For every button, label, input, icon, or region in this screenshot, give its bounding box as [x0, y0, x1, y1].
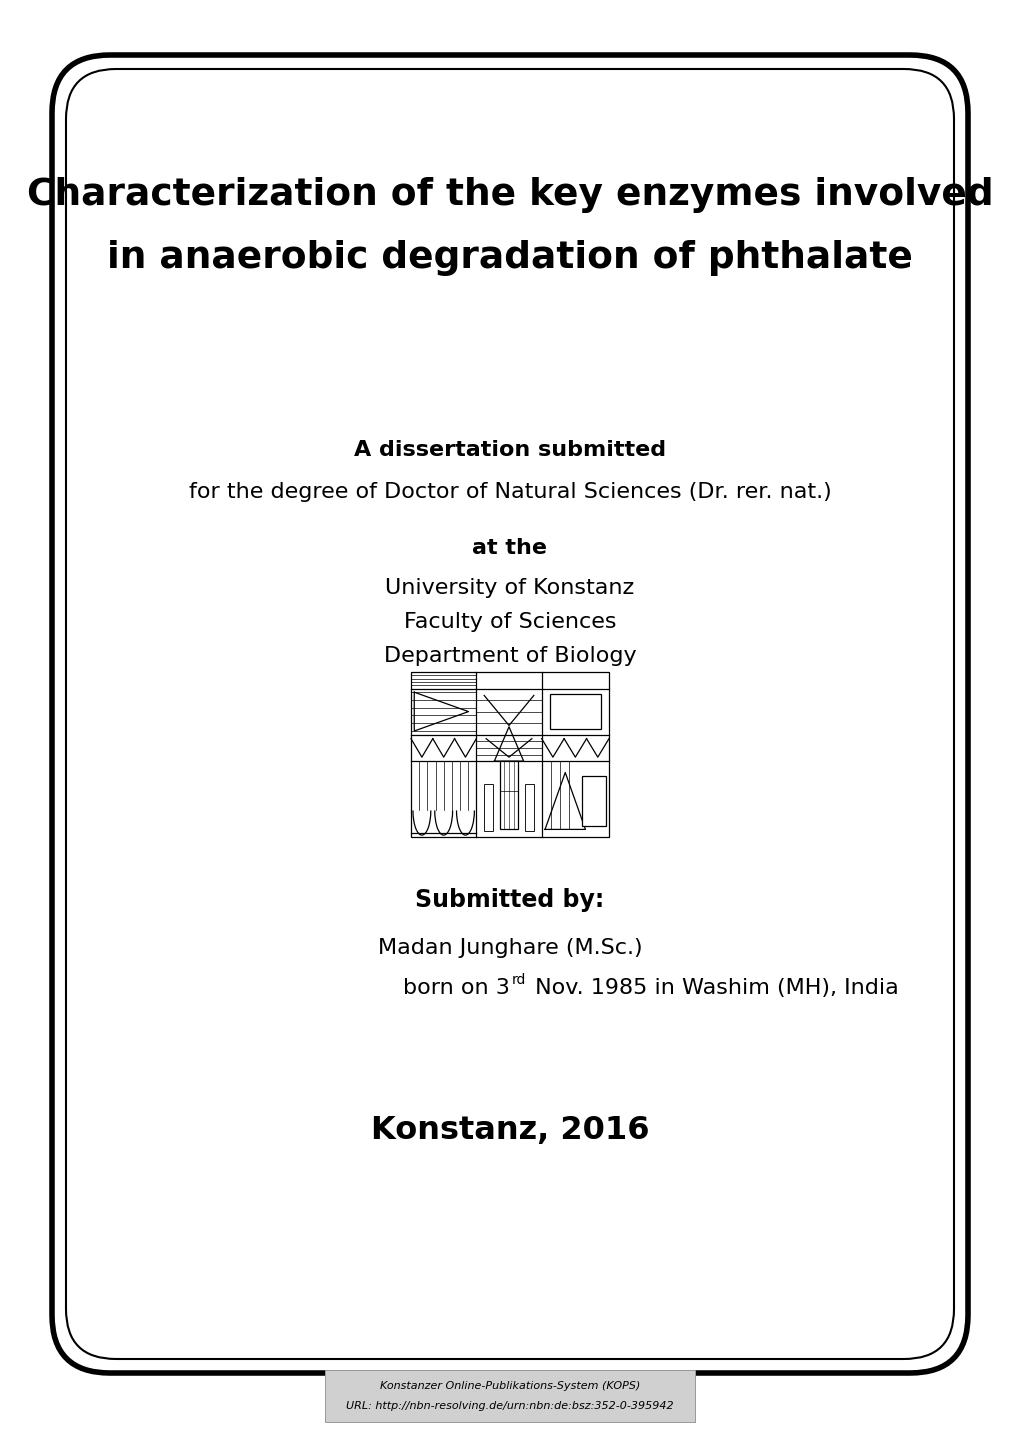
- Text: URL: http://nbn-resolving.de/urn:nbn:de:bsz:352-0-395942: URL: http://nbn-resolving.de/urn:nbn:de:…: [345, 1402, 674, 1412]
- Text: in anaerobic degradation of phthalate: in anaerobic degradation of phthalate: [107, 239, 912, 275]
- Bar: [411, 672, 608, 836]
- Bar: [483, 784, 492, 831]
- Text: A dissertation submitted: A dissertation submitted: [354, 440, 665, 460]
- Text: Nov. 1985 in Washim (MH), India: Nov. 1985 in Washim (MH), India: [528, 978, 898, 998]
- Text: Submitted by:: Submitted by:: [415, 888, 604, 911]
- Bar: [525, 784, 534, 831]
- Text: Department of Biology: Department of Biology: [383, 646, 636, 666]
- Text: Konstanzer Online-Publikations-System (KOPS): Konstanzer Online-Publikations-System (K…: [379, 1381, 640, 1392]
- Text: Madan Junghare (M.Sc.): Madan Junghare (M.Sc.): [377, 937, 642, 957]
- Text: Faculty of Sciences: Faculty of Sciences: [404, 611, 615, 632]
- Bar: [549, 694, 600, 730]
- Text: at the: at the: [472, 538, 547, 558]
- Bar: [499, 761, 518, 829]
- Text: University of Konstanz: University of Konstanz: [385, 578, 634, 598]
- Text: Konstanz, 2016: Konstanz, 2016: [370, 1115, 649, 1145]
- Text: rd: rd: [512, 973, 526, 986]
- Text: Characterization of the key enzymes involved: Characterization of the key enzymes invo…: [26, 177, 993, 213]
- Bar: [582, 776, 605, 826]
- Text: for the degree of Doctor of Natural Sciences (Dr. rer. nat.): for the degree of Doctor of Natural Scie…: [189, 482, 830, 502]
- Bar: [325, 1370, 694, 1422]
- Text: born on 3: born on 3: [403, 978, 510, 998]
